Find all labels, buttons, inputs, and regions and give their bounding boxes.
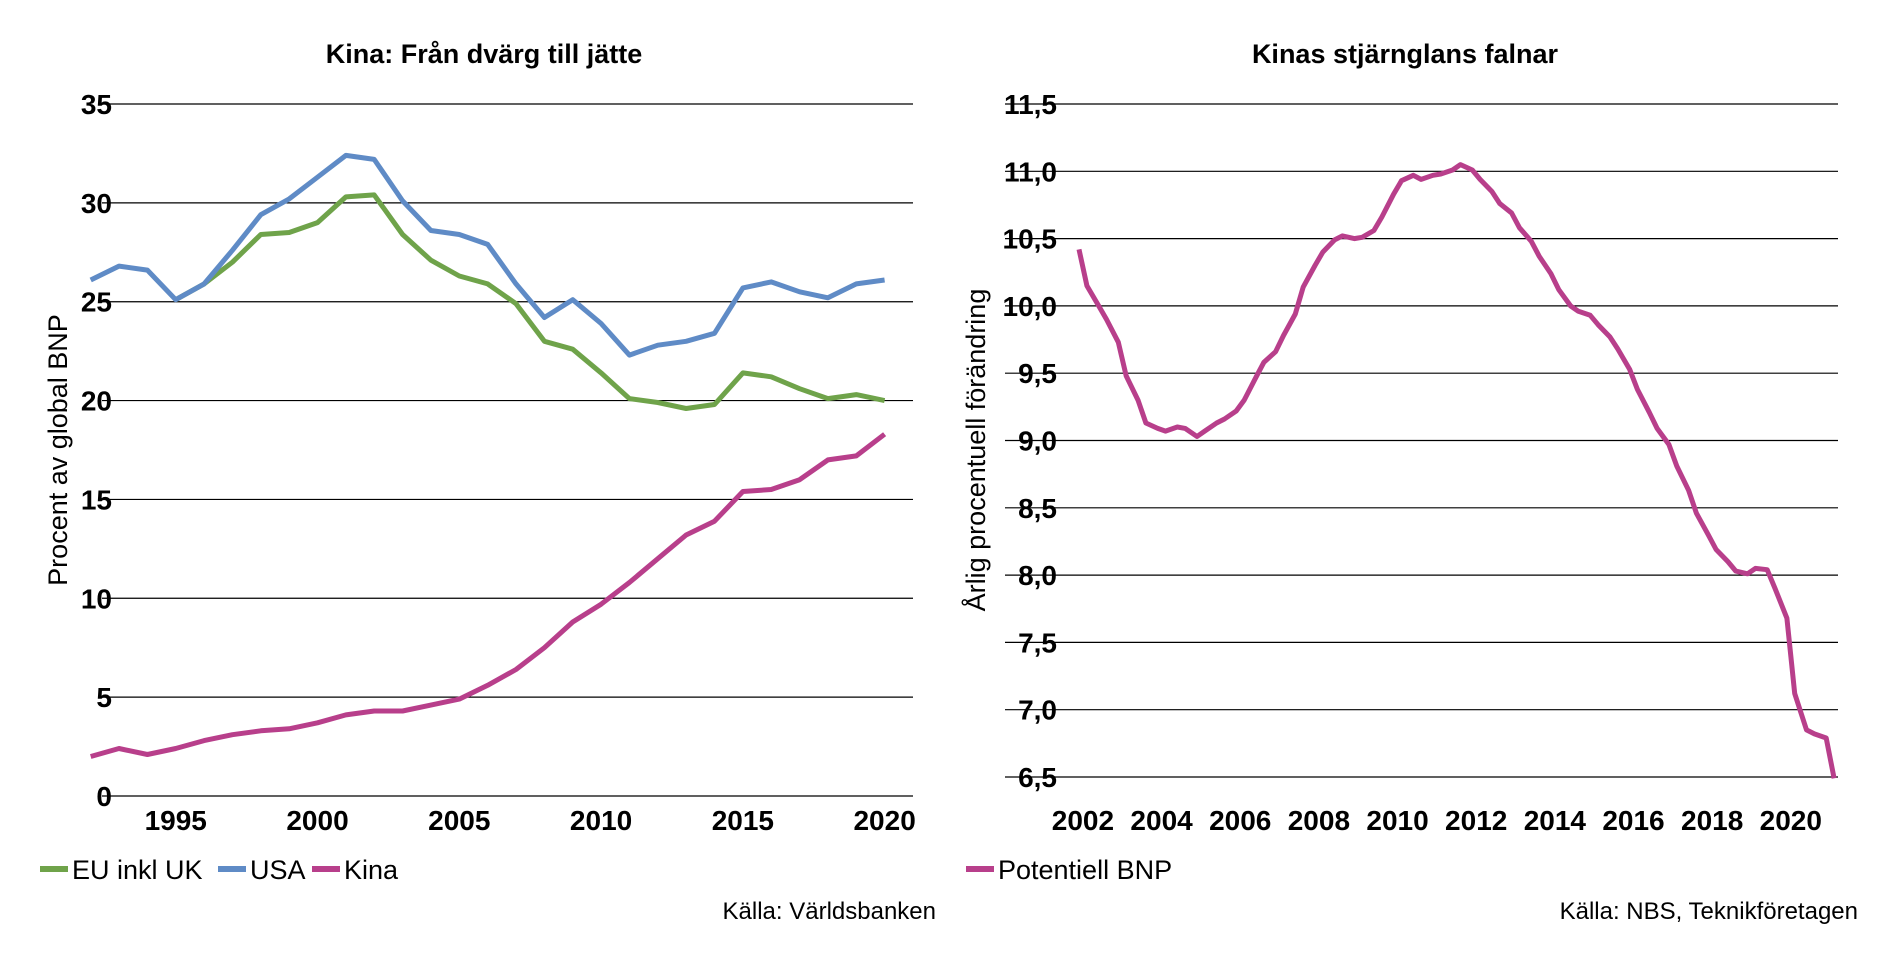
right-chart-x-axis: 2002 2004 2006 2008 2010 2012 2014 2016 2018 2020 [1052,805,1822,836]
x-tick-label: 2012 [1445,805,1507,836]
left-chart-y-axis: 0 5 10 15 20 25 30 35 [81,89,112,812]
left-chart-source: Källa: Världsbanken [723,898,936,925]
legend-label-potentiell-bnp: Potentiell BNP [998,855,1172,885]
y-tick-label: 7,0 [1018,695,1057,726]
legend-label-kina: Kina [344,855,399,885]
x-tick-label: 2002 [1052,805,1114,836]
y-tick-label: 6,5 [1018,762,1057,793]
y-tick-label: 10 [81,583,112,614]
x-tick-label: 2010 [570,805,632,836]
right-chart-source: Källa: NBS, Teknikföretagen [1560,898,1858,925]
right-chart-legend: Potentiell BNP [966,855,1172,885]
right-chart-title: Kinas stjärnglans falnar [1252,39,1559,69]
series-line-eu-inkl-uk [174,192,886,411]
left-chart-series [89,152,887,759]
y-tick-label: 20 [81,386,112,417]
y-tick-label: 11,0 [1004,156,1057,187]
x-tick-label: 2020 [853,805,915,836]
y-tick-label: 8,0 [1018,560,1057,591]
x-tick-label: 1995 [145,805,207,836]
x-tick-label: 2010 [1366,805,1428,836]
y-tick-label: 9,5 [1018,358,1057,389]
legend-item-eu-inkl-uk: EU inkl UK [40,855,203,885]
left-chart-title: Kina: Från dvärg till jätte [326,39,643,69]
x-tick-label: 2000 [286,805,348,836]
left-chart: Kina: Från dvärg till jätte 0 5 10 15 20 25 30… [40,39,936,925]
left-chart-legend: EU inkl UK USA Kina [40,855,399,885]
series-line-usa [89,152,885,358]
right-chart-series [1076,162,1837,779]
series-line-kina [90,432,887,759]
y-tick-label: 0 [96,781,112,812]
x-tick-label: 2018 [1681,805,1743,836]
series-line-potentiell-bnp [1076,162,1837,779]
legend-label-eu-inkl-uk: EU inkl UK [72,855,203,885]
legend-item-kina: Kina [312,855,399,885]
y-tick-label: 10,5 [1003,224,1058,255]
x-tick-label: 2015 [712,805,774,836]
x-tick-label: 2016 [1602,805,1664,836]
x-tick-label: 2014 [1524,805,1587,836]
y-tick-label: 5 [96,682,112,713]
y-tick-label: 15 [81,484,112,515]
left-chart-gridlines [102,103,913,797]
y-tick-label: 7,5 [1018,627,1057,658]
x-tick-label: 2020 [1760,805,1822,836]
legend-item-usa: USA [218,855,306,885]
x-tick-label: 2004 [1130,805,1193,836]
y-tick-label: 25 [81,287,112,318]
y-tick-label: 35 [81,89,112,120]
left-chart-y-axis-label: Procent av global BNP [43,314,73,586]
left-chart-x-axis: 1995 2000 2005 2010 2015 2020 [145,805,916,836]
right-chart-y-axis-label: Årlig procentuell förändring [960,289,991,612]
y-tick-label: 8,5 [1018,493,1057,524]
x-tick-label: 2005 [428,805,490,836]
x-tick-label: 2006 [1209,805,1271,836]
y-tick-label: 11,5 [1004,89,1057,120]
legend-label-usa: USA [250,855,306,885]
right-chart-y-axis: 6,5 7,0 7,5 8,0 8,5 9,0 9,5 10,0 10,5 11,0 11,5 [1003,89,1058,793]
legend-item-potentiell-bnp: Potentiell BNP [966,855,1172,885]
right-chart-gridlines [1005,103,1838,778]
right-chart: Kinas stjärnglans falnar 6,5 7,0 7,5 8,0 8,5… [960,39,1858,925]
y-tick-label: 10,0 [1003,291,1058,322]
x-tick-label: 2008 [1288,805,1350,836]
y-tick-label: 30 [81,188,112,219]
y-tick-label: 9,0 [1018,426,1057,457]
